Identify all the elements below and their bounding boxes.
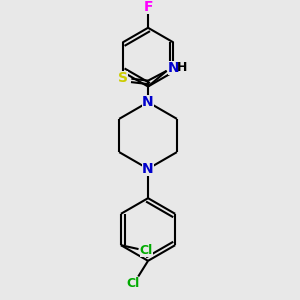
Text: Cl: Cl [127, 277, 140, 290]
Text: N: N [142, 95, 154, 109]
Text: S: S [118, 71, 128, 85]
Text: N: N [168, 61, 179, 75]
Text: F: F [143, 0, 153, 14]
Text: Cl: Cl [140, 244, 153, 256]
Text: N: N [142, 162, 154, 176]
Text: H: H [177, 61, 188, 74]
